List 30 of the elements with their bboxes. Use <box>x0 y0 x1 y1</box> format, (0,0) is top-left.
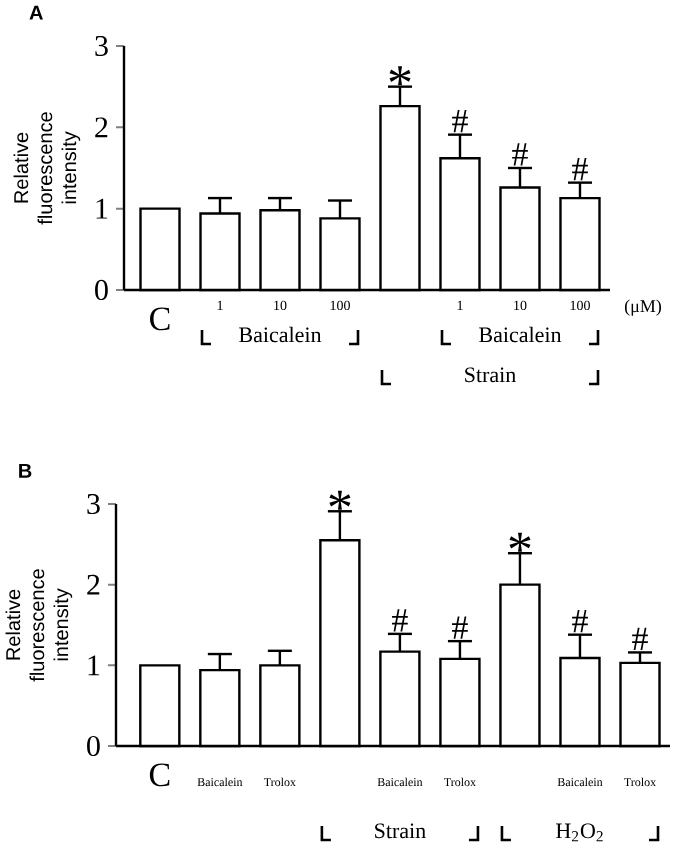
y-tick-label: 1 <box>96 198 108 219</box>
y-tick-label: 2 <box>95 117 108 138</box>
data-label: # <box>452 109 468 133</box>
y-axis-title: Relative fluorescence intensity <box>5 569 73 682</box>
y-tick-label: 2 <box>87 574 100 595</box>
x-tick-label: C <box>149 763 170 787</box>
data-label: * <box>509 532 531 552</box>
y-tick-label: 1 <box>88 655 100 676</box>
y-tick-label: 3 <box>87 493 100 515</box>
data-label: # <box>452 616 468 639</box>
data-label: # <box>512 143 528 166</box>
data-label: # <box>392 609 408 632</box>
text: H$_{2}$O$_{2}$ <box>556 823 603 842</box>
text: Strain <box>375 823 426 839</box>
text: Strain <box>465 367 516 383</box>
chart-title: A <box>29 5 43 20</box>
y-tick-label: 0 <box>95 279 108 301</box>
data-label: # <box>572 610 588 633</box>
y-tick-label: 3 <box>95 35 108 57</box>
x-tick-label: C <box>150 307 170 331</box>
text: Baicalein <box>479 326 562 343</box>
data-label: * <box>389 66 411 86</box>
data-label: # <box>572 157 588 181</box>
data-label: # <box>632 627 648 651</box>
y-tick-label: 0 <box>87 735 100 757</box>
y-axis-title: Relative fluorescence intensity <box>13 112 81 225</box>
text: (μM) <box>624 299 662 316</box>
data-label: * <box>329 490 351 510</box>
chart-title: B <box>19 463 32 478</box>
text: Baicalein <box>239 326 322 343</box>
